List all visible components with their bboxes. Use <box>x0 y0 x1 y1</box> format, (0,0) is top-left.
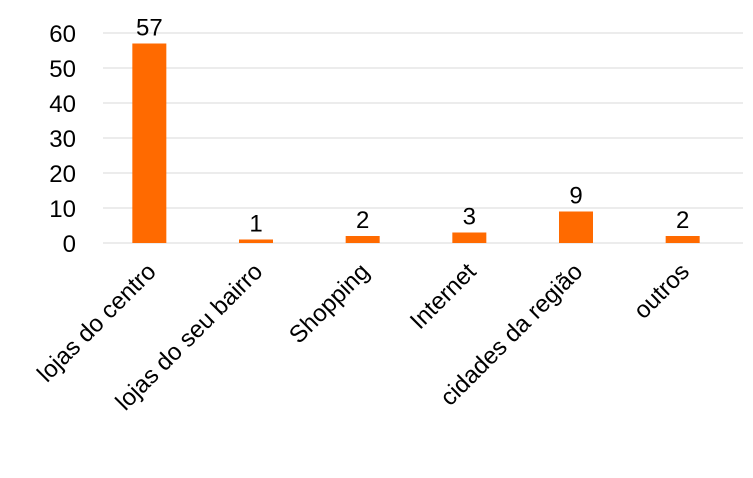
bar <box>665 236 700 243</box>
data-label: 9 <box>569 183 582 210</box>
category-label: Internet <box>405 258 482 335</box>
y-tick-label: 40 <box>49 91 76 118</box>
bar <box>239 239 273 243</box>
bar <box>452 232 487 243</box>
y-tick-label: 0 <box>63 231 76 258</box>
category-label: outros <box>629 258 695 324</box>
bars <box>132 43 700 243</box>
data-label: 2 <box>676 207 689 234</box>
y-tick-label: 50 <box>49 56 76 83</box>
bar <box>559 211 593 243</box>
y-tick-label: 60 <box>49 21 76 48</box>
y-axis-ticks: 0 10 20 30 40 50 60 <box>49 21 76 258</box>
data-labels: 57 1 2 3 9 2 <box>136 15 689 238</box>
bar <box>345 236 380 243</box>
data-label: 57 <box>136 15 163 42</box>
data-label: 2 <box>356 207 369 234</box>
y-tick-label: 30 <box>49 126 76 153</box>
data-label: 3 <box>463 204 476 231</box>
bar <box>132 43 167 243</box>
data-label: 1 <box>249 211 262 238</box>
y-tick-label: 20 <box>49 161 76 188</box>
y-tick-label: 10 <box>49 196 76 223</box>
category-label: Shopping <box>284 258 375 349</box>
gridlines <box>103 32 743 209</box>
